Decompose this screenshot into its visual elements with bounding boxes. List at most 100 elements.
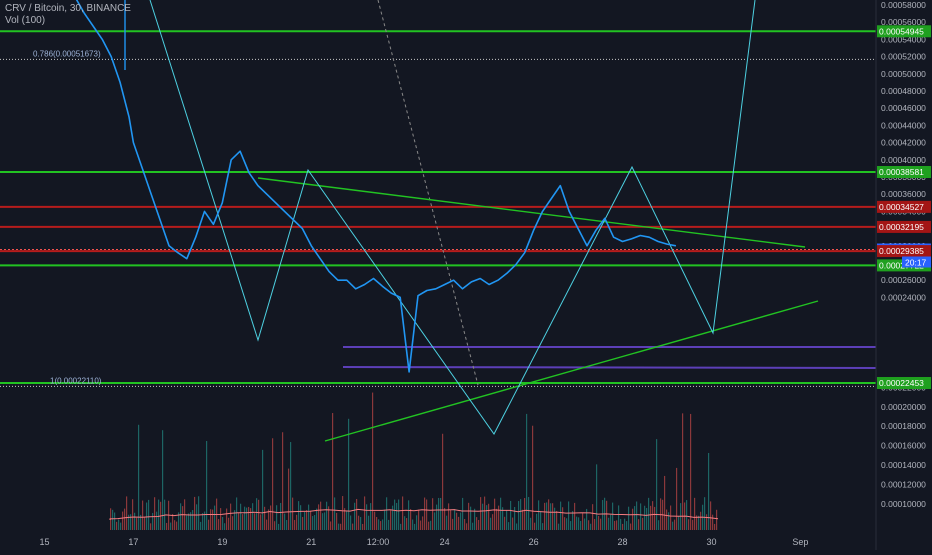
volume-bar xyxy=(366,504,368,530)
volume-bar xyxy=(364,496,366,530)
volume-bar xyxy=(594,518,596,530)
support-trend-line xyxy=(324,300,819,442)
volume-bar xyxy=(236,497,238,530)
volume-bar xyxy=(286,519,288,530)
volume-bar xyxy=(706,514,708,530)
level-label-box xyxy=(877,245,931,258)
volume-bar xyxy=(676,467,678,530)
level-labels: 0.00054945 0.00038581 0.00034527 0.00032195… xyxy=(877,25,931,390)
volume-bar xyxy=(570,521,572,530)
volume-bar xyxy=(454,508,456,530)
volume-bar xyxy=(646,507,648,530)
volume-bar xyxy=(708,452,710,530)
level-label-text: 0.00032195 xyxy=(879,222,924,232)
volume-bar xyxy=(710,501,712,530)
y-tick-label: 0.00046000 xyxy=(881,103,926,113)
volume-bar xyxy=(566,518,568,530)
volume-bar xyxy=(246,507,248,530)
volume-bar xyxy=(180,503,182,530)
volume-bar xyxy=(664,475,666,530)
volume-bar xyxy=(586,508,588,530)
volume-bar xyxy=(398,499,400,530)
volume-bar xyxy=(444,508,446,530)
volume-bar xyxy=(136,517,138,530)
volume-bar xyxy=(498,505,500,530)
volume-bar xyxy=(418,509,420,530)
volume-bar xyxy=(206,440,208,530)
level-label-text: 0.00054945 xyxy=(879,26,924,36)
volume-bar xyxy=(166,522,168,530)
volume-bar xyxy=(690,413,692,530)
volume-bar xyxy=(292,497,294,530)
volume-bar xyxy=(546,502,548,530)
volume-bar xyxy=(336,512,338,530)
volume-bar xyxy=(650,505,652,530)
symbol-title: CRV / Bitcoin, 30, BINANCE xyxy=(5,3,131,14)
x-tick-label: 28 xyxy=(618,537,628,547)
volume-bar xyxy=(700,511,702,530)
level-label-text: 0.00029385 xyxy=(879,246,924,256)
volume-bar xyxy=(572,511,574,530)
volume-bar xyxy=(152,512,154,530)
volume-bar xyxy=(694,497,696,530)
resistance-trend-line xyxy=(257,177,806,248)
volume-bar xyxy=(368,515,370,530)
level-label-text: 0.00038581 xyxy=(879,167,924,177)
volume-bar xyxy=(480,497,482,530)
volume-bar xyxy=(610,514,612,530)
volume-bar xyxy=(400,523,402,530)
range-line-lower xyxy=(342,366,877,369)
volume-bar xyxy=(424,497,426,530)
volume-bar xyxy=(258,499,260,530)
volume-bar xyxy=(704,497,706,530)
x-tick-label: 21 xyxy=(306,537,316,547)
volume-bar xyxy=(408,500,410,530)
volume-bar xyxy=(392,505,394,530)
price-axis: 0.00058000 0.00056000 0.00054000 0.00052000… xyxy=(875,0,926,550)
volume-bar xyxy=(622,523,624,530)
volume-bar xyxy=(282,432,284,530)
y-tick-label: 0.00026000 xyxy=(881,275,926,285)
volume-bar xyxy=(716,509,718,530)
volume-bar xyxy=(638,519,640,530)
volume-bar xyxy=(296,514,298,530)
volume-bar xyxy=(688,519,690,530)
volume-bar xyxy=(278,523,280,530)
volume-bar xyxy=(350,515,352,530)
x-tick-label: 30 xyxy=(706,537,716,547)
volume-bar xyxy=(414,523,416,530)
volume-bar xyxy=(128,514,130,530)
volume-bar xyxy=(620,518,622,530)
volume-bar xyxy=(338,523,340,530)
volume-title: Vol (100) xyxy=(5,15,46,26)
volume-bar xyxy=(318,504,320,530)
volume-bar xyxy=(628,506,630,530)
volume-bar xyxy=(156,511,158,530)
volume-bar xyxy=(464,519,466,530)
volume-bar xyxy=(142,500,144,530)
volume-bar xyxy=(526,413,528,530)
volume-bar xyxy=(340,523,342,530)
horizontal-levels: 0.786(0.00051673) 1(0.00022110) xyxy=(0,30,877,387)
volume-bar xyxy=(346,510,348,530)
volume-bar xyxy=(476,517,478,530)
volume-bar xyxy=(540,512,542,530)
volume-bar xyxy=(552,503,554,530)
y-tick-label: 0.00040000 xyxy=(881,155,926,165)
volume-bar xyxy=(434,512,436,530)
volume-bar xyxy=(192,510,194,530)
volume-bar xyxy=(264,506,266,530)
volume-bar xyxy=(492,514,494,530)
volume-bar xyxy=(450,509,452,530)
volume-bar xyxy=(558,523,560,530)
volume-bar xyxy=(386,497,388,530)
volume-bar xyxy=(504,516,506,530)
volume-bar xyxy=(644,505,646,530)
volume-bar xyxy=(148,499,150,530)
volume-bar xyxy=(172,514,174,530)
volume-bar xyxy=(376,516,378,530)
volume-bar xyxy=(458,516,460,530)
volume-bar xyxy=(578,517,580,530)
